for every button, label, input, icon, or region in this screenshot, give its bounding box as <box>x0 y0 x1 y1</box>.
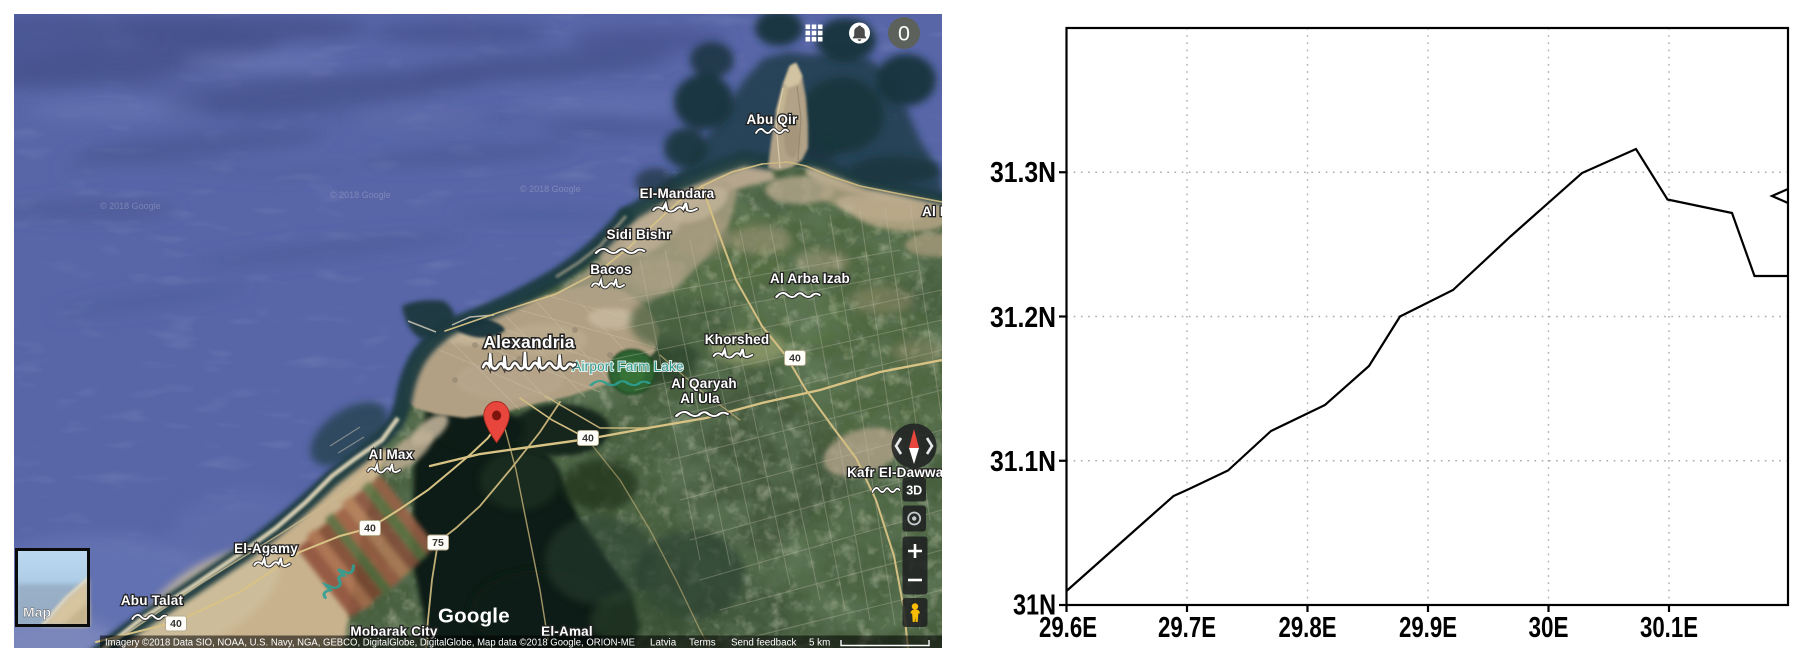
svg-text:29.8E: 29.8E <box>1279 612 1337 644</box>
svg-text:31.3N: 31.3N <box>990 157 1056 189</box>
svg-text:Google: Google <box>438 605 510 628</box>
svg-text:Al M: Al M <box>922 204 942 219</box>
svg-text:Abu Talat: Abu Talat <box>121 593 184 608</box>
svg-text:Alexandria: Alexandria <box>483 332 575 352</box>
svg-text:© 2018 Google: © 2018 Google <box>330 190 391 200</box>
svg-text:30E: 30E <box>1529 612 1569 644</box>
svg-text:29.7E: 29.7E <box>1158 612 1216 644</box>
svg-text:Map: Map <box>23 604 51 620</box>
svg-text:Sidi Bishr: Sidi Bishr <box>606 227 672 242</box>
svg-text:Abu Qir: Abu Qir <box>747 112 798 127</box>
svg-text:29.9E: 29.9E <box>1399 612 1457 644</box>
svg-text:29.6E: 29.6E <box>1039 612 1097 644</box>
svg-text:0: 0 <box>898 22 910 46</box>
svg-text:El-Mandara: El-Mandara <box>640 186 715 201</box>
svg-text:31.1N: 31.1N <box>990 446 1056 478</box>
svg-text:Bacos: Bacos <box>590 262 632 277</box>
svg-text:75: 75 <box>432 537 444 549</box>
svg-text:40: 40 <box>582 433 594 445</box>
svg-text:3D: 3D <box>906 484 922 498</box>
svg-text:31N: 31N <box>1013 590 1056 622</box>
svg-text:Khorshed: Khorshed <box>705 332 770 347</box>
svg-text:© 2018 Google: © 2018 Google <box>100 201 161 211</box>
svg-text:Terms: Terms <box>689 638 716 649</box>
svg-text:Al Qaryah: Al Qaryah <box>671 376 737 391</box>
svg-text:Airport Farm Lake: Airport Farm Lake <box>572 359 683 374</box>
svg-text:Latvia: Latvia <box>650 638 677 649</box>
svg-text:40: 40 <box>364 523 376 535</box>
svg-text:30.1E: 30.1E <box>1640 612 1698 644</box>
svg-text:© 2018 Google: © 2018 Google <box>520 184 581 194</box>
svg-text:Al Max: Al Max <box>369 447 414 462</box>
svg-text:El-Agamy: El-Agamy <box>234 541 298 556</box>
svg-text:Imagery ©2018 Data SIO, NOAA,: Imagery ©2018 Data SIO, NOAA, U.S. Navy,… <box>105 638 635 649</box>
svg-text:5 km: 5 km <box>809 638 830 649</box>
svg-text:40: 40 <box>170 618 182 630</box>
svg-text:31.2N: 31.2N <box>990 302 1056 334</box>
svg-text:Al Ula: Al Ula <box>680 391 720 406</box>
svg-text:40: 40 <box>789 353 801 365</box>
svg-text:Send feedback: Send feedback <box>731 638 796 649</box>
svg-text:Al Arba Izab: Al Arba Izab <box>770 271 850 286</box>
svg-text:Kafr El-Dawwar: Kafr El-Dawwar <box>847 465 942 480</box>
